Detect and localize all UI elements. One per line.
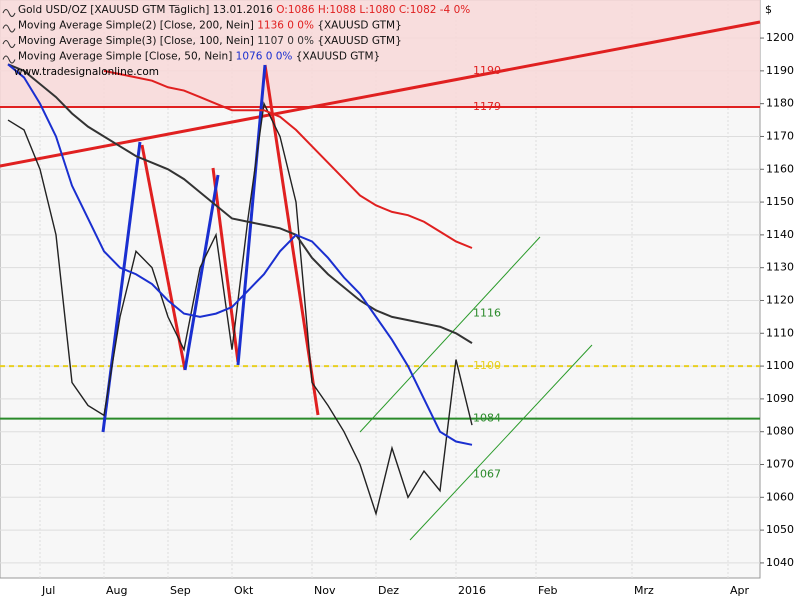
currency: $ bbox=[765, 3, 772, 16]
level-label: 1116 bbox=[473, 307, 501, 320]
y-tick-label: 1110 bbox=[766, 326, 794, 339]
series-line bbox=[103, 69, 473, 249]
legend-entry: Gold USD/OZ [XAUUSD GTM Täglich] 13.01.2… bbox=[18, 4, 470, 16]
y-tick-label: 1070 bbox=[766, 457, 794, 470]
legend-entry: Moving Average Simple [Close, 50, Nein] … bbox=[18, 51, 380, 63]
x-tick-label: Apr bbox=[730, 584, 750, 597]
x-tick-label: Jul bbox=[41, 584, 55, 597]
legend-icon bbox=[2, 24, 16, 33]
legend-text: {XAUUSD GTM} bbox=[296, 51, 380, 63]
x-tick-label: Okt bbox=[234, 584, 254, 597]
legend-text: O:1086 H:1088 L:1080 C:1082 -4 0% bbox=[276, 4, 470, 16]
x-tick-label: Dez bbox=[378, 584, 399, 597]
channel-line bbox=[409, 344, 593, 541]
legend-text: 1076 0 0% bbox=[236, 51, 293, 63]
x-tick-label: Mrz bbox=[634, 584, 654, 597]
channel-line bbox=[359, 236, 541, 433]
level-label: 1084 bbox=[473, 412, 501, 425]
legend-icon bbox=[2, 40, 16, 48]
legend-entry: Moving Average Simple(2) [Close, 200, Ne… bbox=[18, 20, 402, 32]
series-line bbox=[7, 101, 473, 517]
y-tick-label: 1050 bbox=[766, 523, 794, 536]
y-tick-label: 1080 bbox=[766, 425, 794, 438]
legend: Gold USD/OZ [XAUUSD GTM Täglich] 13.01.2… bbox=[2, 4, 470, 64]
y-tick-label: 1090 bbox=[766, 392, 794, 405]
x-tick-label: Nov bbox=[314, 584, 336, 597]
legend-entry: Moving Average Simple(3) [Close, 100, Ne… bbox=[18, 35, 402, 47]
legend-text: 1107 0 0% bbox=[257, 35, 314, 47]
y-tick-label: 1040 bbox=[766, 556, 794, 569]
y-tick-label: 1160 bbox=[766, 162, 794, 175]
legend-text: Moving Average Simple(3) [Close, 100, Ne… bbox=[18, 35, 254, 47]
legend-text: 13.01.2016 bbox=[213, 4, 273, 16]
x-tick-label: Aug bbox=[106, 584, 127, 597]
y-tick-label: 1120 bbox=[766, 293, 794, 306]
legend-text: Gold USD/OZ [XAUUSD GTM Täglich] bbox=[18, 4, 209, 16]
y-tick-label: 1130 bbox=[766, 261, 794, 274]
level-label: 1100 bbox=[473, 359, 501, 372]
y-tick-label: 1150 bbox=[766, 195, 794, 208]
resistance-zone bbox=[0, 0, 760, 107]
trend-line bbox=[140, 144, 187, 371]
legend-text: {XAUUSD GTM} bbox=[317, 20, 401, 32]
y-tick-label: 1100 bbox=[766, 359, 794, 372]
legend-text: 1136 0 0% bbox=[257, 20, 314, 32]
legend-icon bbox=[2, 55, 16, 64]
zone bbox=[0, 0, 760, 107]
y-tick-label: 1190 bbox=[766, 64, 794, 77]
trend-line bbox=[0, 20, 761, 168]
x-tick-label: 2016 bbox=[458, 584, 486, 597]
series-line bbox=[7, 63, 473, 446]
legend-text: Moving Average Simple [Close, 50, Nein] bbox=[18, 51, 232, 63]
y-tick-label: 1140 bbox=[766, 228, 794, 241]
level-label: 1067 bbox=[473, 467, 501, 480]
source-site: www.tradesignalonline.com bbox=[14, 66, 159, 78]
trend-line bbox=[183, 174, 220, 371]
series-line bbox=[7, 63, 473, 344]
y-tick-label: 1200 bbox=[766, 31, 794, 44]
trend-line bbox=[236, 64, 267, 366]
legend-text: {XAUUSD GTM} bbox=[317, 35, 401, 47]
legend-text: Moving Average Simple(2) [Close, 200, Ne… bbox=[18, 20, 254, 32]
y-tick-label: 1060 bbox=[766, 490, 794, 503]
series bbox=[7, 63, 473, 517]
legend-icon bbox=[2, 9, 16, 17]
y-tick-label: 1170 bbox=[766, 129, 794, 142]
x-tick-label: Feb bbox=[538, 584, 557, 597]
x-tick-label: Sep bbox=[170, 584, 191, 597]
level-label: 1179 bbox=[473, 100, 501, 113]
y-tick-label: 1180 bbox=[766, 97, 794, 110]
